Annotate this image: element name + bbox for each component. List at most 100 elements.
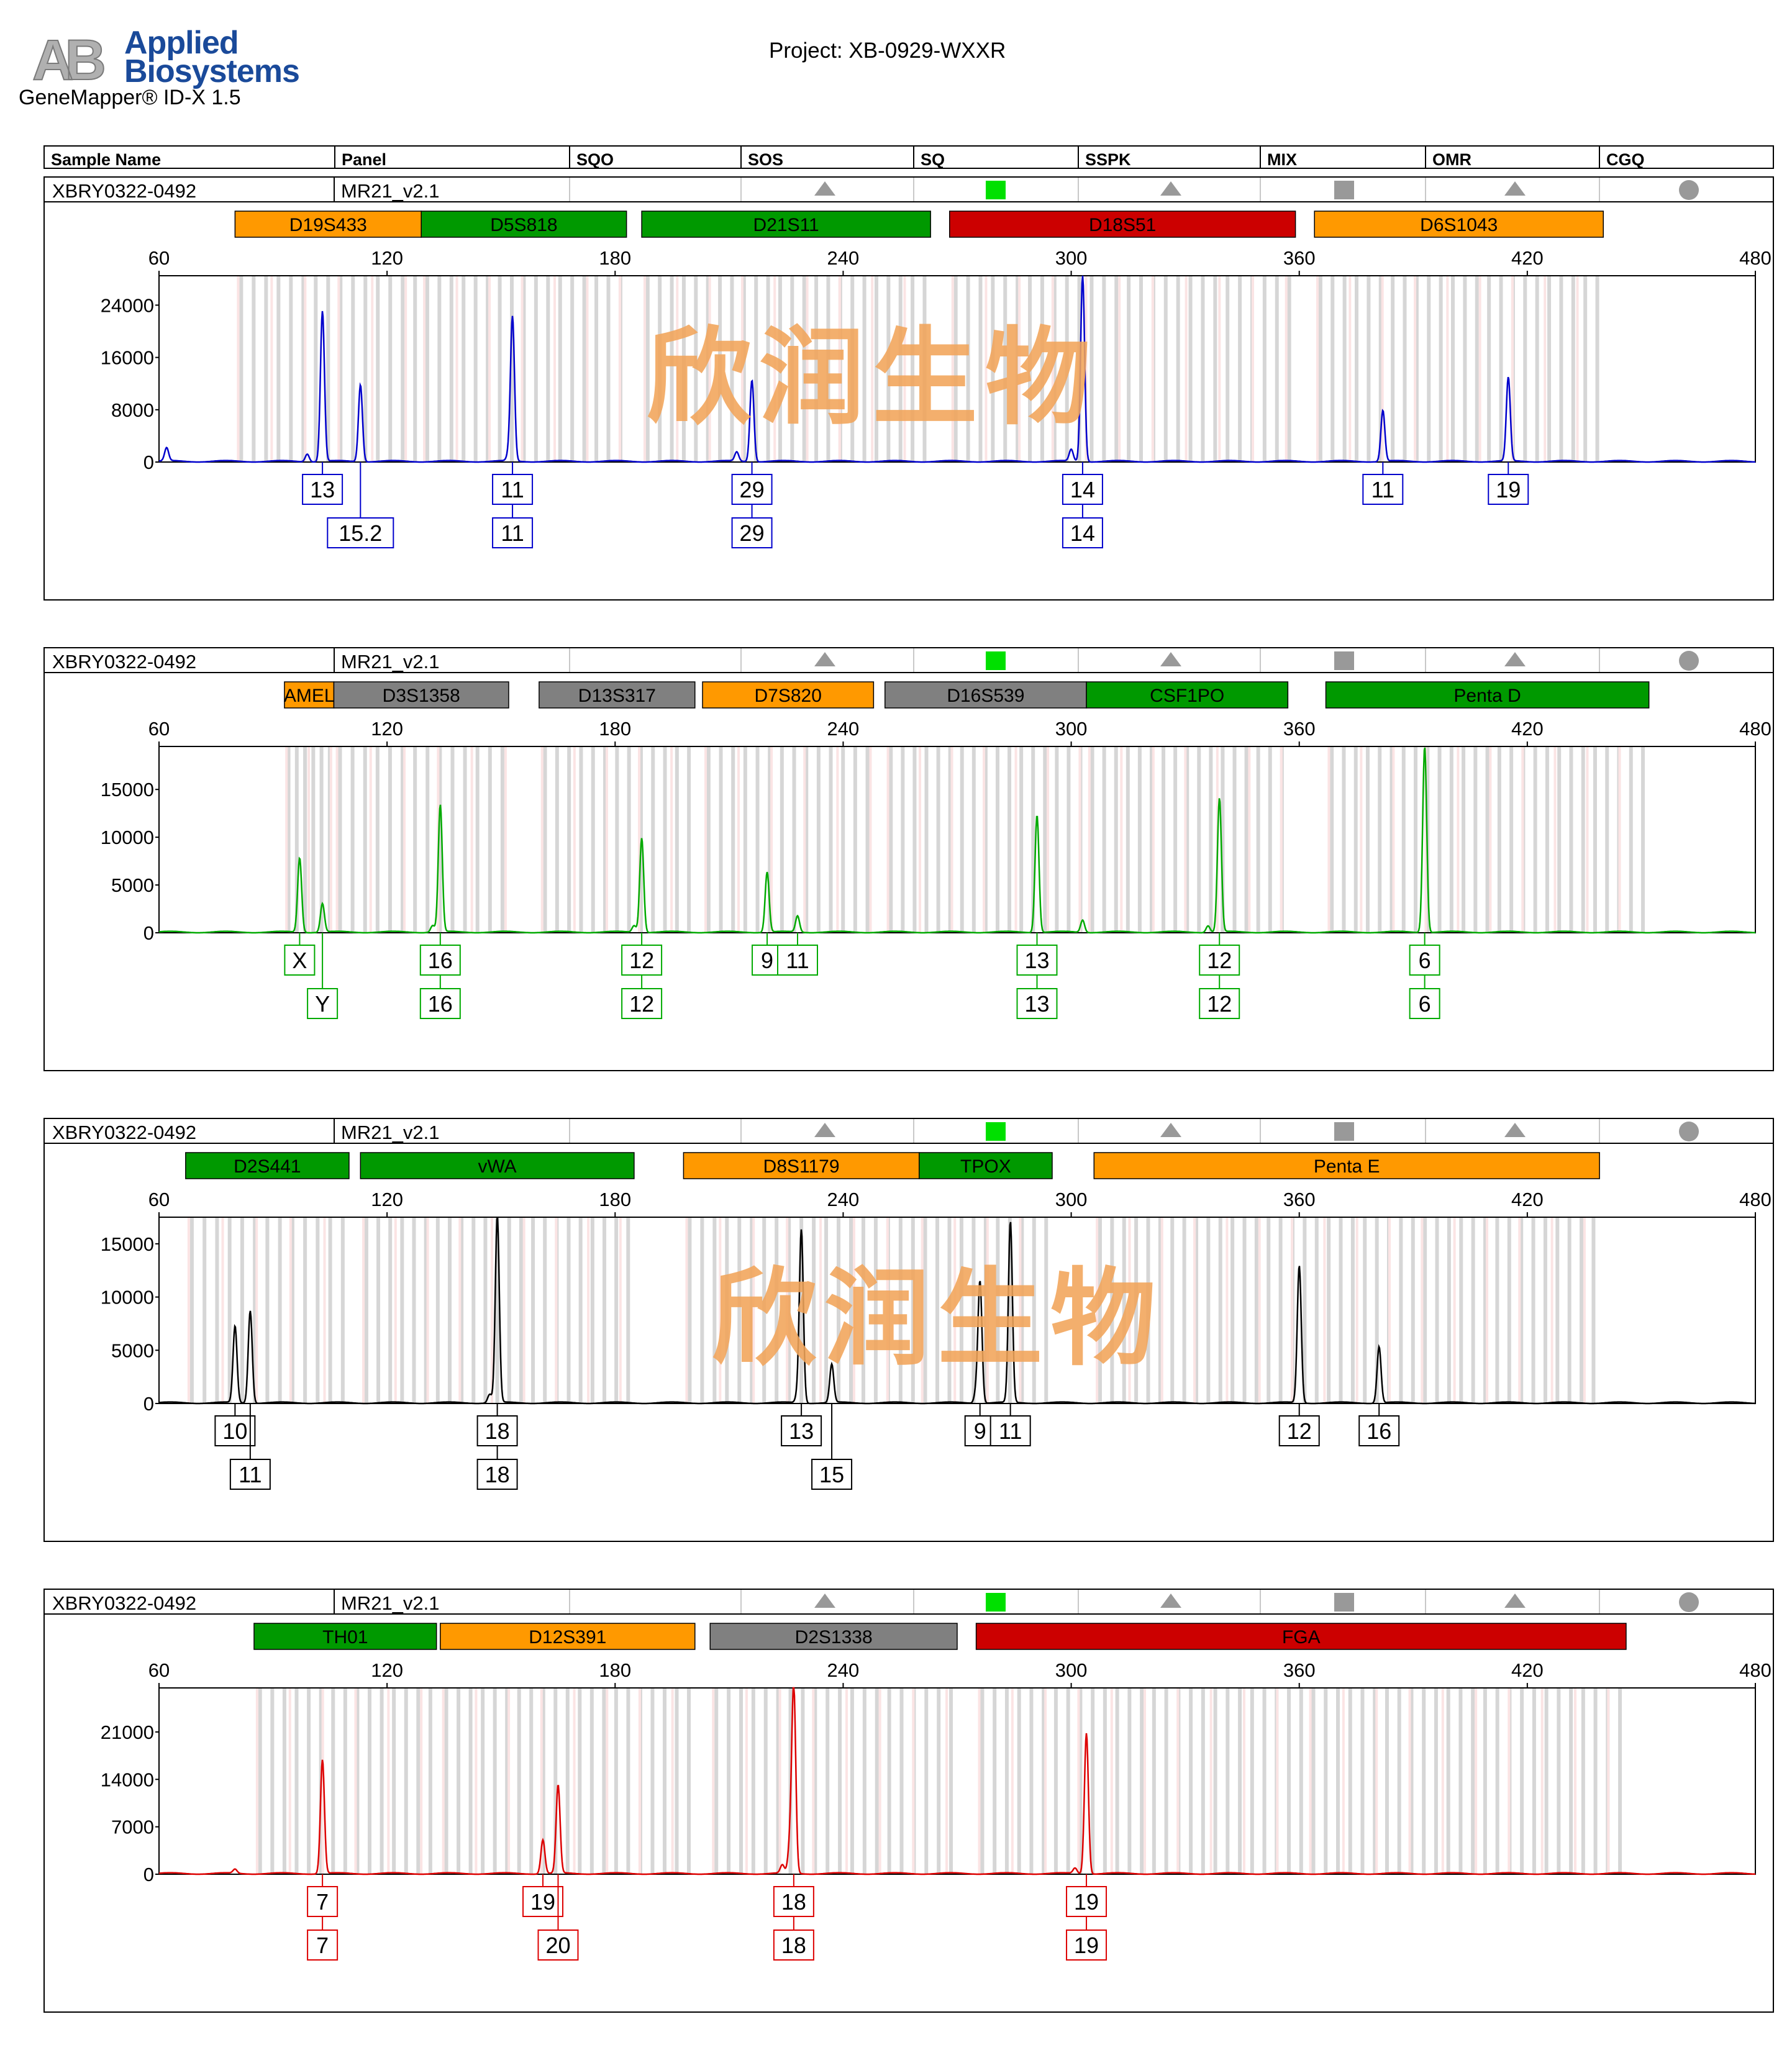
allele-bin (1194, 1217, 1198, 1403)
x-tick-label: 240 (827, 247, 860, 269)
locus-bar-rect (975, 1623, 1627, 1650)
allele-bin (826, 1688, 830, 1874)
allele-bin (265, 1217, 270, 1403)
virtual-bin (712, 1688, 715, 1874)
x-tick-label: 240 (827, 718, 860, 740)
locus-bar-rect (884, 681, 1087, 709)
column-divider (740, 1119, 742, 1143)
locus-label: AMEL (284, 686, 335, 706)
column-divider (1599, 178, 1600, 201)
sample-name[interactable]: XBRY0322-0492 (52, 1592, 197, 1614)
allele-bin (1532, 1688, 1536, 1874)
allele-bin (1353, 746, 1358, 933)
allele-bin (980, 1688, 985, 1874)
signal-trace (159, 1217, 1755, 1405)
allele-bin (602, 1688, 606, 1874)
locus-bar: Penta E (1093, 1152, 1600, 1179)
allele-bin (650, 1688, 655, 1874)
allele-bin (1593, 1688, 1598, 1874)
allele-call: 13 (302, 462, 343, 505)
allele-label: 11 (1371, 477, 1394, 502)
allele-bin (1360, 1688, 1365, 1874)
allele-bin (1089, 276, 1094, 462)
allele-bin (1102, 276, 1106, 462)
allele-bin (1571, 276, 1575, 462)
allele-bin (937, 1688, 941, 1874)
virtual-bin (187, 1217, 190, 1403)
allele-bin (829, 746, 833, 933)
allele-bin (1044, 1217, 1048, 1403)
allele-bin (303, 746, 307, 933)
x-tick-label: 360 (1283, 1189, 1316, 1210)
sample-name[interactable]: XBRY0322-0492 (52, 651, 197, 673)
virtual-bin (555, 1217, 558, 1403)
allele-bin (614, 1688, 618, 1874)
allele-bin (816, 746, 821, 933)
allele-box (307, 988, 339, 1019)
allele-bin (719, 746, 723, 933)
sample-panel: XBRY0322-0492 MR21_v2.1 D19S433 D5S818 D21S1… (43, 176, 1774, 601)
allele-bin (751, 1688, 755, 1874)
allele-bin (1593, 746, 1597, 933)
allele-bin (899, 1688, 904, 1874)
allele-bin (1567, 1217, 1571, 1403)
virtual-bin (1258, 1217, 1261, 1403)
allele-label: 19 (1074, 1933, 1099, 1958)
sample-name[interactable]: XBRY0322-0492 (52, 180, 197, 202)
sq-flag-icon (986, 1122, 1006, 1141)
locus-bar-rect (1325, 681, 1650, 709)
virtual-bin (1077, 1688, 1080, 1874)
virtual-bin (553, 276, 556, 462)
virtual-bin (369, 746, 372, 933)
allele-bin (1176, 276, 1180, 462)
virtual-bin (1051, 276, 1054, 462)
x-tick-label: 60 (148, 1659, 170, 1681)
locus-label: FGA (1282, 1627, 1321, 1648)
virtual-bin (1316, 276, 1319, 462)
virtual-bin (1544, 276, 1547, 462)
allele-label: 9 (761, 948, 773, 973)
allele-bin (911, 1217, 915, 1403)
allele-bin (1137, 746, 1142, 933)
allele-bin (1278, 1217, 1283, 1403)
allele-bin (1256, 746, 1260, 933)
virtual-bin (752, 1217, 755, 1403)
allele-bin (1213, 1688, 1217, 1874)
allele-bin (949, 1688, 953, 1874)
allele-bin (1327, 1217, 1331, 1403)
allele-label: 7 (316, 1933, 329, 1958)
allele-bin (801, 1688, 805, 1874)
allele-bin (1162, 746, 1166, 933)
allele-bin (670, 276, 674, 462)
allele-bin (1182, 1217, 1186, 1403)
virtual-bin (221, 1217, 224, 1403)
mix-flag-icon (1334, 1122, 1354, 1141)
allele-label: 12 (1207, 991, 1232, 1017)
allele-bin (901, 746, 905, 933)
allele-bin (316, 1217, 320, 1403)
virtual-bin (1193, 1217, 1196, 1403)
allele-bin (1052, 276, 1057, 462)
allele-call: 19 (1488, 462, 1529, 505)
column-divider (913, 178, 914, 201)
sample-info-row: XBRY0322-0492 MR21_v2.1 (45, 648, 1773, 673)
allele-bin (853, 746, 857, 933)
allele-bin (1146, 1217, 1150, 1403)
allele-bin (202, 1217, 207, 1403)
allele-label: 6 (1419, 991, 1431, 1017)
allele-box (989, 1415, 1031, 1446)
allele-bin (718, 276, 722, 462)
allele-bin (1238, 1688, 1242, 1874)
allele-bin (1110, 1217, 1114, 1403)
allele-bin (1519, 1217, 1524, 1403)
allele-bin (742, 276, 746, 462)
sample-name[interactable]: XBRY0322-0492 (52, 1122, 197, 1143)
allele-bin (481, 1688, 485, 1874)
allele-call: 10 (214, 1403, 256, 1446)
allele-bin (922, 276, 927, 462)
allele-bin (462, 276, 466, 462)
mix-flag-icon (1334, 181, 1354, 199)
virtual-bin (643, 276, 646, 462)
locus-bar-rect (253, 1623, 437, 1650)
allele-bin (706, 276, 710, 462)
